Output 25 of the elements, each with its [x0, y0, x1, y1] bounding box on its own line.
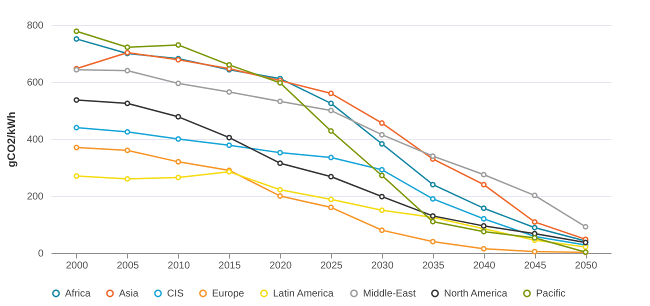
legend-label: North America	[444, 288, 508, 300]
x-tick-label: 2025	[320, 260, 344, 272]
x-tick-label: 2040	[473, 260, 496, 272]
x-tick-label: 2020	[269, 260, 292, 272]
legend-label: Middle-East	[363, 288, 416, 300]
y-tick-label: 0	[38, 248, 44, 260]
y-tick-label: 200	[26, 192, 44, 202]
legend-label: Europe	[212, 288, 245, 300]
x-tick-label: 2035	[422, 260, 445, 272]
y-tick-label: 800	[26, 20, 44, 32]
y-tick-label: 600	[26, 78, 44, 88]
legend-label: Pacific	[536, 288, 566, 300]
x-tick-label: 2045	[524, 260, 547, 272]
x-tick-label: 2050	[574, 260, 598, 272]
legend-label: Asia	[119, 288, 139, 300]
legend-label: Africa	[65, 288, 91, 300]
y-tick-label: 400	[26, 134, 44, 146]
legend-label: CIS	[167, 288, 184, 300]
x-tick-label: 2005	[116, 260, 140, 272]
x-tick-label: 2015	[218, 260, 242, 272]
legend-label: Latin America	[273, 288, 334, 300]
y-axis-title: gCO2/kWh	[6, 111, 18, 168]
x-tick-label: 2010	[168, 260, 190, 272]
x-tick-label: 2000	[66, 260, 89, 272]
x-tick-label: 2030	[371, 260, 394, 272]
